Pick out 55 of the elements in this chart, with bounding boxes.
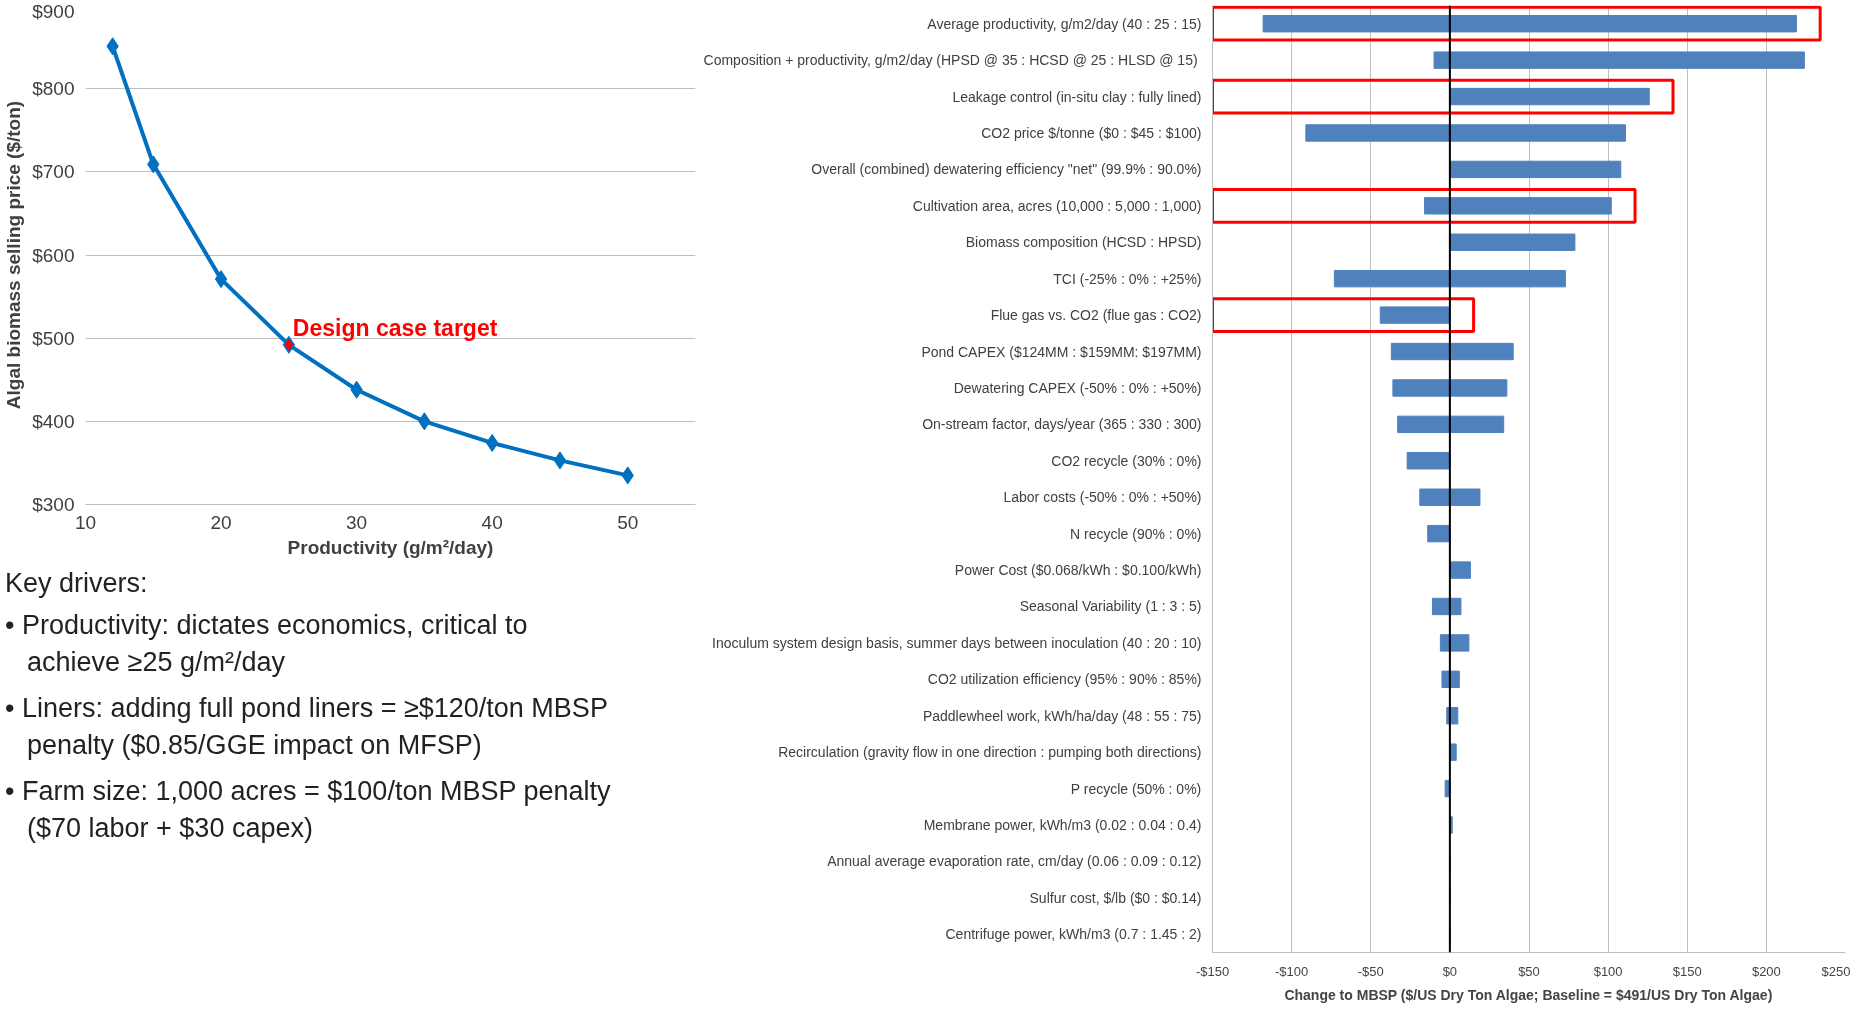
x-tick-label: 10 bbox=[74, 511, 97, 533]
y-tick-label: Power Cost ($0.068/kWh : $0.100/kWh) bbox=[954, 562, 1202, 579]
x-tick-label: 50 bbox=[617, 511, 639, 533]
y-tick-label: Membrane power, kWh/m3 (0.02 : 0.04 : 0.4) bbox=[923, 817, 1202, 834]
y-tick-label: Recirculation (gravity flow in one direction : pumping both directions) bbox=[778, 744, 1202, 761]
y-tick-label: Dewatering CAPEX (-50% : 0% : +50%) bbox=[953, 379, 1202, 396]
y-tick-label: $600 bbox=[32, 244, 75, 266]
y-tick-label: Inoculum system design basis, summer days between inoculation (40 : 20 : 10) bbox=[712, 634, 1202, 651]
y-tick-label: CO2 recycle (30% : 0%) bbox=[1051, 452, 1202, 469]
x-tick-label: -$150 bbox=[1195, 963, 1230, 979]
y-tick-label: Paddlewheel work, kWh/ha/day (48 : 55 : 75) bbox=[922, 707, 1202, 724]
y-tick-label: N recycle (90% : 0%) bbox=[1070, 525, 1202, 542]
x-tick-label: -$50 bbox=[1357, 963, 1384, 979]
text: • Farm size: 1,000 acres = $100/ton MBSP penalty ($70 labor + $30 capex) bbox=[5, 775, 612, 845]
text: • Productivity: dictates economics, critical to achieve ≥25 g/m²/day bbox=[5, 609, 529, 679]
annotation: Design case target bbox=[292, 314, 498, 341]
x-tick-label: $50 bbox=[1518, 963, 1540, 979]
x-tick-label: -$100 bbox=[1275, 963, 1309, 979]
y-tick-label: CO2 utilization efficiency (95% : 90% : 85%) bbox=[927, 671, 1202, 688]
y-tick-label: Sulfur cost, $/lb ($0 : $0.14) bbox=[1029, 889, 1202, 906]
y-tick-label: $800 bbox=[32, 78, 75, 100]
y-tick-label: $700 bbox=[32, 161, 75, 183]
y-tick-label: $300 bbox=[32, 494, 75, 515]
text: Key drivers: bbox=[5, 567, 149, 600]
x-tick-label: $250 bbox=[1821, 963, 1851, 979]
y-tick-label: Composition + productivity, g/m2/day (HPSD @ 35 : HCSD @ 25 : HLSD @ 15) bbox=[703, 52, 1198, 69]
y-tick-label: Centrifuge power, kWh/m3 (0.7 : 1.45 : 2) bbox=[945, 926, 1202, 943]
y-tick-label: Biomass composition (HCSD : HPSD) bbox=[965, 234, 1202, 251]
y-tick-label: CO2 price $/tonne ($0 : $45 : $100) bbox=[981, 124, 1202, 141]
y-tick-label: P recycle (50% : 0%) bbox=[1070, 780, 1202, 797]
x-tick-label: $0 bbox=[1442, 963, 1458, 979]
y-tick-label: Pond CAPEX ($124MM : $159MM: $197MM) bbox=[921, 343, 1202, 360]
x-axis-title: Productivity (g/m²/day) bbox=[287, 536, 494, 558]
y-tick-label: $500 bbox=[32, 327, 75, 349]
y-tick-label: Leakage control (in-situ clay : fully lined) bbox=[952, 88, 1202, 105]
y-tick-label: Seasonal Variability (1 : 3 : 5) bbox=[1019, 598, 1202, 615]
x-tick-label: 30 bbox=[346, 511, 368, 533]
y-tick-label: Average productivity, g/m2/day (40 : 25 : 15) bbox=[927, 15, 1202, 32]
y-tick-label: $400 bbox=[32, 410, 75, 432]
x-tick-label: 20 bbox=[210, 511, 232, 533]
y-tick-label: Flue gas vs. CO2 (flue gas : CO2) bbox=[990, 307, 1202, 324]
x-tick-label: $200 bbox=[1751, 963, 1781, 979]
x-tick-label: $100 bbox=[1593, 963, 1623, 979]
y-tick-label: Overall (combined) dewatering efficiency "net" (99.9% : 90.0%) bbox=[811, 161, 1202, 178]
y-tick-label: Labor costs (-50% : 0% : +50%) bbox=[1003, 489, 1202, 506]
y-tick-label: $900 bbox=[32, 0, 75, 22]
y-tick-label: Cultivation area, acres (10,000 : 5,000 : 1,000) bbox=[912, 197, 1202, 214]
y-tick-label: Annual average evaporation rate, cm/day (0.06 : 0.09 : 0.12) bbox=[827, 853, 1202, 870]
x-axis-title: Change to MBSP ($/US Dry Ton Algae; Baseline = $491/US Dry Ton Algae) bbox=[1284, 986, 1773, 1003]
y-tick-label: TCI (-25% : 0% : +25%) bbox=[1053, 270, 1202, 287]
x-tick-label: 40 bbox=[481, 511, 503, 533]
x-tick-label: $150 bbox=[1672, 963, 1702, 979]
y-tick-label: On-stream factor, days/year (365 : 330 : 300) bbox=[922, 416, 1202, 433]
y-axis-title: Algal biomass selling price ($/ton) bbox=[3, 100, 25, 410]
text: • Liners: adding full pond liners = ≥$120/ton MBSP penalty ($0.85/GGE impact on MFSP) bbox=[5, 692, 609, 762]
